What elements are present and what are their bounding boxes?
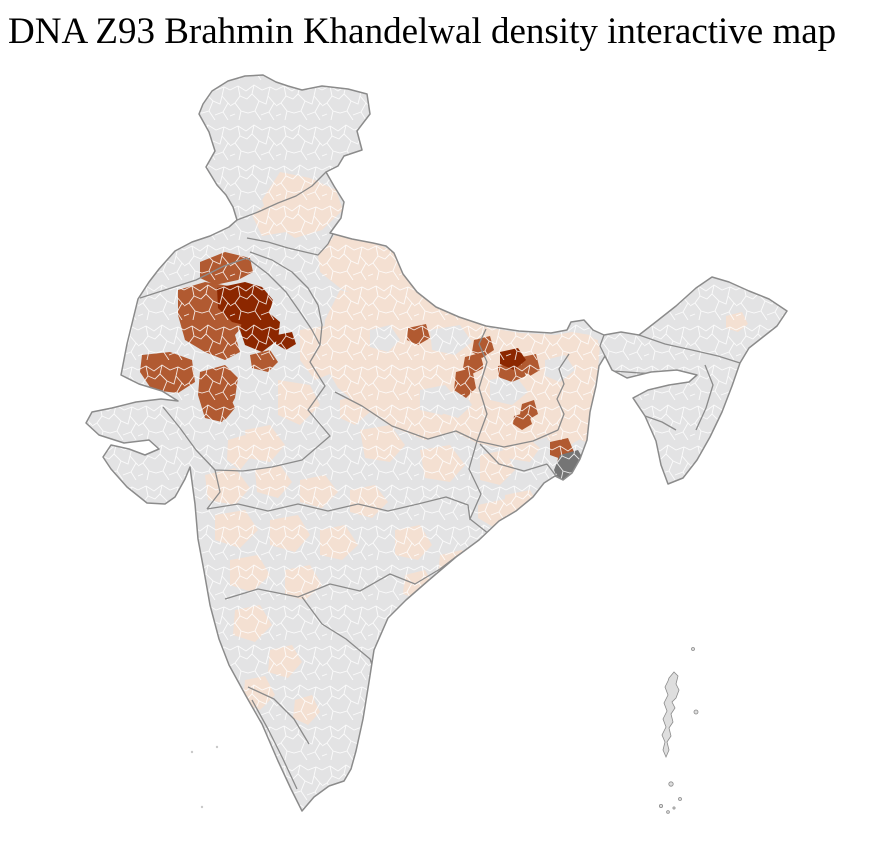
- island[interactable]: [694, 710, 698, 714]
- island[interactable]: [667, 811, 670, 814]
- island[interactable]: [215, 745, 219, 749]
- island[interactable]: [692, 648, 695, 651]
- island[interactable]: [659, 804, 662, 807]
- delta-islet: [567, 493, 571, 497]
- island-outlines: [659, 648, 698, 814]
- page-title: DNA Z93 Brahmin Khandelwal density inter…: [8, 11, 837, 52]
- island[interactable]: [679, 798, 682, 801]
- delta-islet: [559, 490, 563, 494]
- andaman-nicobar-islands[interactable]: [659, 648, 698, 814]
- delta-islet: [574, 490, 578, 494]
- lakshadweep-islands[interactable]: [190, 745, 219, 809]
- island[interactable]: [190, 750, 194, 754]
- island[interactable]: [673, 807, 675, 809]
- india-outline: [86, 75, 787, 811]
- island[interactable]: [200, 805, 204, 809]
- island[interactable]: [662, 672, 679, 757]
- island[interactable]: [669, 782, 673, 786]
